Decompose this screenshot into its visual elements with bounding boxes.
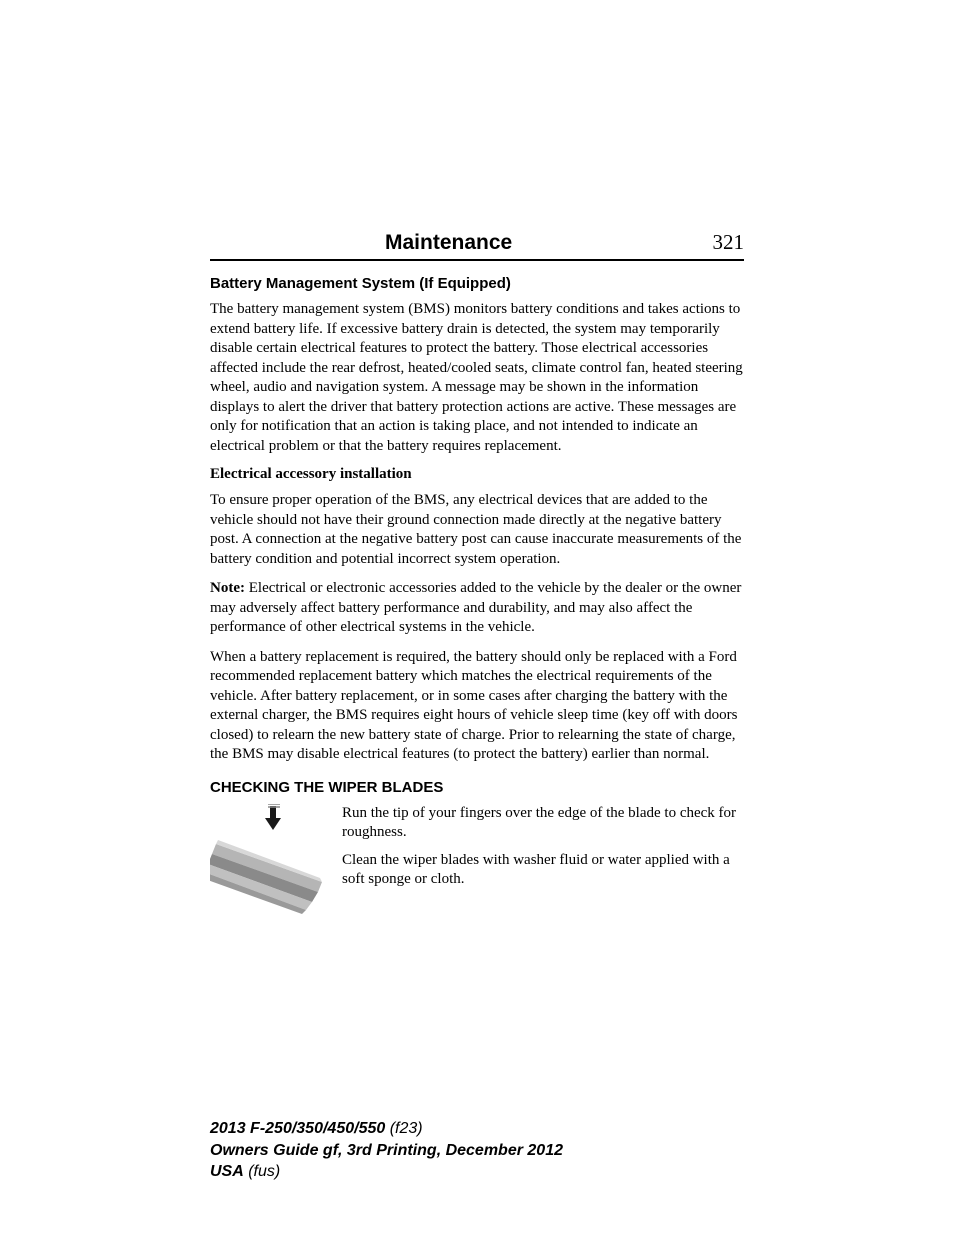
page-header: Maintenance 321 <box>210 230 744 261</box>
footer-guide: Owners Guide gf, 3rd Printing, December … <box>210 1142 563 1159</box>
bms-paragraph-1: The battery management system (BMS) moni… <box>210 300 744 456</box>
footer-region-code: (fus) <box>244 1163 280 1180</box>
footer-line-1: 2013 F-250/350/450/550 (f23) <box>210 1118 563 1140</box>
page-number: 321 <box>713 230 745 255</box>
page-content: Maintenance 321 Battery Management Syste… <box>0 0 954 914</box>
wiper-text-block: Run the tip of your fingers over the edg… <box>342 804 744 898</box>
footer-region: USA <box>210 1163 244 1180</box>
note-text: Electrical or electronic accessories add… <box>210 580 741 635</box>
bms-heading: Battery Management System (If Equipped) <box>210 275 744 292</box>
bms-paragraph-2: To ensure proper operation of the BMS, a… <box>210 491 744 569</box>
electrical-subheading: Electrical accessory installation <box>210 466 744 483</box>
section-title: Maintenance <box>385 231 512 255</box>
footer-code: (f23) <box>385 1120 422 1137</box>
wiper-paragraph-2: Clean the wiper blades with washer fluid… <box>342 851 744 890</box>
wipers-heading: CHECKING THE WIPER BLADES <box>210 779 744 796</box>
footer-line-3: USA (fus) <box>210 1161 563 1183</box>
bms-paragraph-3: When a battery replacement is required, … <box>210 648 744 765</box>
footer-model: 2013 F-250/350/450/550 <box>210 1120 385 1137</box>
footer-line-2: Owners Guide gf, 3rd Printing, December … <box>210 1140 563 1162</box>
bms-note: Note: Electrical or electronic accessori… <box>210 579 744 638</box>
wiper-paragraph-1: Run the tip of your fingers over the edg… <box>342 804 744 843</box>
wiper-section: Run the tip of your fingers over the edg… <box>210 804 744 914</box>
note-label: Note: <box>210 580 245 596</box>
page-footer: 2013 F-250/350/450/550 (f23) Owners Guid… <box>210 1118 563 1183</box>
wiper-blade-illustration <box>210 804 328 914</box>
